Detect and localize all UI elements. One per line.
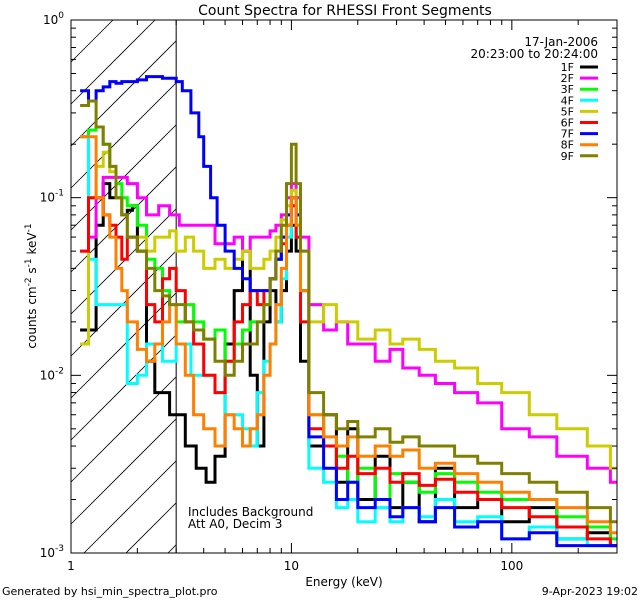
hatched-region [70,19,177,554]
y-tick-label: 10-1 [40,189,64,205]
series-line-8F [80,135,617,535]
legend-label-1F: 1F [561,61,574,74]
y-axis-label-exponent: -1 [24,258,34,267]
y-axis-label-exponent: -2 [24,277,34,286]
plot-frame [70,19,618,554]
legend-label-5F: 5F [561,105,574,118]
axes: 1 10 100 10-3 10-2 10-1 100 [40,11,618,573]
x-tick-label: 10 [284,559,299,573]
y-axis-label-part: counts cm [25,286,39,348]
legend-label-3F: 3F [561,83,574,96]
annotation-background: Includes Background [188,505,313,519]
footer-generated-by: Generated by hsi_min_spectra_plot.pro [2,585,218,598]
y-tick-label: 10-3 [40,544,64,560]
series-lines [80,75,617,548]
legend-label-9F: 9F [561,150,574,163]
series-line-1F [80,182,617,548]
y-tick-label: 10-2 [40,366,64,382]
y-axis-label-exponent: -1 [24,223,34,232]
footer-timestamp: 9-Apr-2023 19:02 [542,585,638,598]
y-axis-label: counts cm-2 s-1 keV-1 [24,223,39,348]
hatch-lines [70,19,177,554]
y-tick-label: 100 [43,11,64,27]
y-axis-label-part: s [25,267,39,277]
header-date: 17-Jan-2006 [524,35,598,49]
legend-label-7F: 7F [561,128,574,141]
legend-label-8F: 8F [561,139,574,152]
legend-label-2F: 2F [561,72,574,85]
y-tick-exponent: 0 [58,11,64,21]
y-tick-exponent: -2 [55,366,64,376]
series-line-5F [80,150,617,470]
legend-label-4F: 4F [561,94,574,107]
y-tick-exponent: -3 [55,544,64,554]
y-tick-exponent: -1 [55,189,64,199]
x-tick-label: 1 [67,559,75,573]
y-axis-label-part: keV [25,232,39,259]
x-tick-label: 100 [500,559,523,573]
annotation-attenuator: Att A0, Decim 3 [188,517,282,531]
x-axis-label: Energy (keV) [305,575,382,589]
series-line-9F [80,99,617,524]
legend-label-6F: 6F [561,117,574,130]
header-time-range: 20:23:00 to 20:24:00 [471,47,598,61]
chart-title: Count Spectra for RHESSI Front Segments [198,3,492,19]
